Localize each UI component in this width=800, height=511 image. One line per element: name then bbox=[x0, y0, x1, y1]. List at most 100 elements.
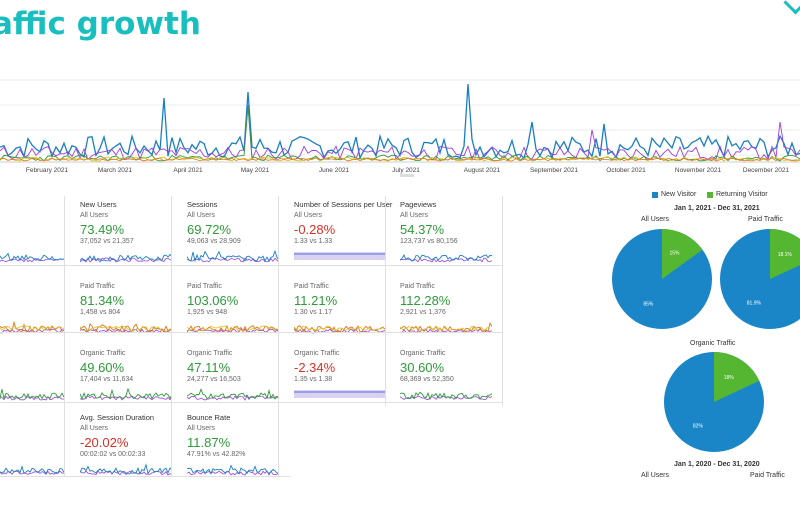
sparkline bbox=[187, 324, 279, 334]
change-value: 112.28% bbox=[400, 293, 451, 308]
sparkline-line bbox=[80, 395, 172, 401]
new-visitor-swatch-icon bbox=[652, 191, 658, 198]
grid-divider bbox=[0, 265, 503, 266]
grid-divider bbox=[385, 196, 386, 406]
sparkline-line bbox=[187, 395, 279, 401]
sparkline-line bbox=[0, 252, 64, 262]
sparkline-area bbox=[294, 390, 386, 398]
sparkline bbox=[0, 389, 64, 401]
compare-text: 17,404 vs 11,634 bbox=[80, 376, 134, 383]
metric-card[interactable]: Organic Traffic 47.11% 24,277 vs 16,503 bbox=[185, 334, 291, 436]
timeline-series bbox=[0, 83, 800, 162]
sparkline-line bbox=[0, 470, 64, 475]
month-tick-label: November 2021 bbox=[675, 167, 722, 174]
sparkline bbox=[0, 321, 64, 334]
change-value: -2.34% bbox=[294, 360, 336, 375]
metric-card[interactable]: Organic Traffic 49.60% 17,404 vs 11,634 bbox=[78, 334, 184, 436]
pie-label-paid-traffic-2020: Paid Traffic bbox=[750, 472, 785, 479]
metric-card[interactable]: Sessions All Users 69.72% 49,063 vs 28,909 bbox=[185, 196, 291, 298]
metric-card[interactable]: Paid Traffic 103.06% 1,925 vs 948 bbox=[185, 267, 291, 369]
date-range-2020: Jan 1, 2020 - Dec 31, 2020 bbox=[674, 461, 760, 468]
change-value: -0.28% bbox=[294, 222, 336, 237]
metric-card[interactable]: Organic Traffic 30.60% 68,369 vs 52,350 bbox=[398, 334, 504, 436]
pie-slice-returning-visitor bbox=[662, 229, 703, 279]
traffic-series-line bbox=[0, 157, 800, 162]
legend-returning-visitor: Returning Visitor bbox=[707, 191, 768, 198]
sparkline bbox=[400, 254, 492, 263]
metric-card[interactable]: Paid Traffic 112.28% 2,921 vs 1,376 bbox=[398, 267, 504, 369]
metric-grid: s9%s 21,657 New Users All Users 73.49%37,05… bbox=[0, 196, 504, 481]
metric-card[interactable]: Session4%,77 bbox=[0, 409, 76, 511]
change-value: 30.60% bbox=[400, 360, 445, 375]
sparkline-line bbox=[400, 322, 492, 333]
month-tick-label: October 2021 bbox=[606, 167, 646, 174]
compare-text: 1,925 vs 948 bbox=[187, 309, 228, 316]
month-tick-label: May 2021 bbox=[241, 167, 270, 174]
metric-card[interactable]: Bounce Rate All Users 11.87% 47.91% vs 42.8… bbox=[185, 409, 291, 511]
compare-text: 47.91% vs 42.82% bbox=[187, 451, 246, 458]
pie-returning-label: 18.1% bbox=[778, 252, 793, 258]
change-value: 81.34% bbox=[80, 293, 125, 308]
sparkline-line bbox=[80, 322, 172, 333]
sparkline-line bbox=[80, 253, 172, 262]
segment-label: Organic Traffic bbox=[187, 350, 233, 357]
month-tick-label: February 2021 bbox=[26, 167, 69, 174]
sparkline-line bbox=[0, 389, 64, 400]
metric-card[interactable]: Paid Traffic 81.34% 1,458 vs 804 bbox=[78, 267, 184, 369]
pie-new-label: 81.9% bbox=[747, 300, 762, 306]
month-tick-label: June 2021 bbox=[319, 167, 350, 174]
sparkline-line bbox=[0, 321, 64, 334]
pie-all-users-2021: 15% 85% bbox=[612, 229, 712, 329]
change-value: 73.49% bbox=[80, 222, 125, 237]
change-value: 47.11% bbox=[187, 360, 231, 375]
month-tick-label: December 2021 bbox=[743, 167, 790, 174]
traffic-timeline-chart: February 2021 March 2021 April 2021 May 202… bbox=[0, 79, 800, 177]
traffic-series-line bbox=[0, 104, 800, 161]
segment-label: All Users bbox=[80, 212, 109, 219]
segment-label: All Users bbox=[80, 425, 109, 432]
segment-label: Paid Traffic bbox=[80, 283, 115, 290]
metric-card[interactable]: Paid Traffic 11.21% 1.30 vs 1.17 bbox=[292, 267, 398, 369]
sparkline-line bbox=[294, 325, 386, 333]
returning-visitor-swatch-icon bbox=[707, 191, 713, 198]
sparkline-line bbox=[0, 465, 64, 475]
compare-text: 49,063 vs 28,909 bbox=[187, 238, 241, 245]
segment-label: Paid Traffic bbox=[187, 283, 222, 290]
sparkline-line bbox=[187, 250, 279, 263]
compare-text: 00:02:02 vs 00:02:33 bbox=[80, 451, 146, 458]
date-range-2021: Jan 1, 2021 - Dec 31, 2021 bbox=[674, 205, 760, 212]
metric-name: Number of Sessions per User bbox=[294, 200, 393, 209]
sparkline-line bbox=[294, 325, 385, 332]
month-tick-label: September 2021 bbox=[530, 167, 578, 174]
metric-card[interactable]: Organic Traffic -2.34% 1.35 vs 1.38 bbox=[292, 334, 398, 436]
sparkline-line bbox=[187, 470, 279, 476]
metric-card[interactable]: New Users All Users 73.49% 37,052 vs 21,357 bbox=[78, 196, 184, 298]
metric-card[interactable]: s9%s 21,657 bbox=[0, 196, 76, 298]
sparkline bbox=[187, 250, 279, 263]
sparkline bbox=[80, 253, 172, 263]
compare-text: 1.33 vs 1.33 bbox=[294, 238, 333, 245]
metric-card[interactable]: ffic9%810 bbox=[0, 267, 76, 369]
segment-label: Organic Traffic bbox=[294, 350, 340, 357]
sparkline-line bbox=[187, 464, 279, 475]
compare-text: 1.35 vs 1.38 bbox=[294, 376, 333, 383]
sparkline bbox=[0, 465, 64, 475]
sparkline-line bbox=[80, 463, 172, 476]
grid-divider bbox=[0, 476, 290, 477]
scroll-handle[interactable] bbox=[400, 174, 414, 177]
metric-name: New Users bbox=[80, 200, 117, 209]
metric-card[interactable]: Avg. Session Duration All Users -20.02% 00:… bbox=[78, 409, 184, 511]
sparkline-line bbox=[187, 257, 279, 263]
pie-new-label: 85% bbox=[643, 302, 654, 308]
month-tick-label: August 2021 bbox=[464, 167, 501, 174]
segment-label: Organic Traffic bbox=[80, 350, 126, 357]
sparkline-area bbox=[294, 252, 386, 260]
compare-text: 1.30 vs 1.17 bbox=[294, 309, 333, 316]
sparkline-line bbox=[187, 388, 279, 400]
sparkline-line bbox=[187, 325, 278, 332]
pie-paid-traffic-2021: 18.1% 81.9% bbox=[720, 229, 800, 329]
sparkline bbox=[294, 252, 386, 260]
metric-card[interactable]: Number of Sessions per User All Users -0.2… bbox=[292, 196, 398, 298]
metric-card[interactable]: Pageviews All Users 54.37% 123,737 vs 80,15… bbox=[398, 196, 504, 298]
